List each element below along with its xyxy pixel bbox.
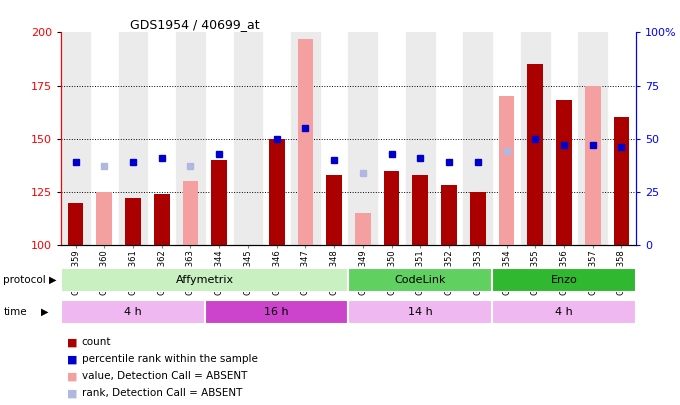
Text: ▶: ▶ <box>49 275 56 285</box>
Text: time: time <box>3 307 27 317</box>
Text: 4 h: 4 h <box>124 307 142 317</box>
Bar <box>298 92 313 245</box>
Bar <box>205 300 348 324</box>
Bar <box>348 268 492 292</box>
Bar <box>176 32 205 245</box>
Bar <box>463 32 492 245</box>
Text: rank, Detection Call = ABSENT: rank, Detection Call = ABSENT <box>82 388 242 398</box>
Bar <box>441 185 457 245</box>
Bar <box>97 192 112 245</box>
Bar <box>578 32 607 245</box>
Bar <box>498 96 514 245</box>
Text: ■: ■ <box>67 354 77 364</box>
Text: GDS1954 / 40699_at: GDS1954 / 40699_at <box>130 18 260 31</box>
Bar <box>298 39 313 245</box>
Text: value, Detection Call = ABSENT: value, Detection Call = ABSENT <box>82 371 247 381</box>
Text: Affymetrix: Affymetrix <box>176 275 234 285</box>
Bar <box>291 32 320 245</box>
Bar <box>613 117 629 245</box>
Text: ■: ■ <box>67 371 77 381</box>
Bar <box>585 107 600 245</box>
Bar <box>211 160 227 245</box>
Bar <box>183 181 199 245</box>
Bar <box>68 202 84 245</box>
Text: ■: ■ <box>67 388 77 398</box>
Bar <box>413 175 428 245</box>
Text: percentile rank within the sample: percentile rank within the sample <box>82 354 258 364</box>
Bar <box>348 32 377 245</box>
Bar <box>61 32 90 245</box>
Bar <box>61 300 205 324</box>
Bar <box>61 268 348 292</box>
Text: 4 h: 4 h <box>555 307 573 317</box>
Text: protocol: protocol <box>3 275 46 285</box>
Bar <box>585 85 600 245</box>
Bar <box>233 32 262 245</box>
Bar <box>326 175 342 245</box>
Bar <box>384 171 399 245</box>
Bar <box>406 32 435 245</box>
Bar <box>118 32 148 245</box>
Text: ■: ■ <box>67 337 77 347</box>
Bar <box>470 192 486 245</box>
Bar <box>269 139 284 245</box>
Bar <box>556 100 572 245</box>
Text: count: count <box>82 337 111 347</box>
Text: ▶: ▶ <box>41 307 48 317</box>
Bar <box>521 32 549 245</box>
Bar <box>528 64 543 245</box>
Bar <box>492 300 636 324</box>
Bar <box>154 194 169 245</box>
Text: 16 h: 16 h <box>265 307 289 317</box>
Bar <box>348 300 492 324</box>
Text: 14 h: 14 h <box>408 307 432 317</box>
Text: Enzo: Enzo <box>551 275 577 285</box>
Bar <box>125 198 141 245</box>
Bar <box>355 213 371 245</box>
Bar <box>492 268 636 292</box>
Text: CodeLink: CodeLink <box>394 275 446 285</box>
